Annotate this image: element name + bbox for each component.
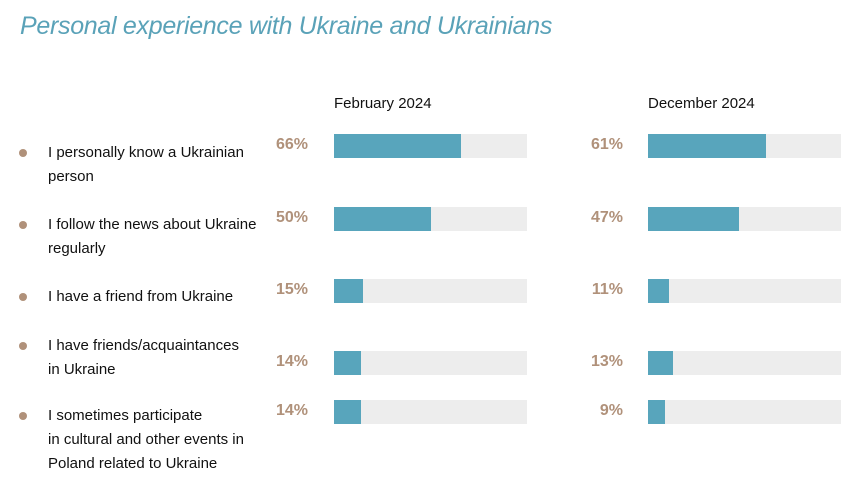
bar <box>648 207 739 231</box>
value-label: 11% <box>591 281 623 298</box>
series-header-december-2024: December 2024 <box>648 95 755 112</box>
value-label: 47% <box>590 209 623 226</box>
category-label: I sometimes participate in cultural and o… <box>48 404 276 476</box>
bar <box>334 279 363 303</box>
value-label: 61% <box>590 136 623 153</box>
bar-track <box>334 279 527 303</box>
bullet-marker <box>19 149 27 157</box>
bullet-marker <box>19 342 27 350</box>
category-label-line: I have friends/acquaintances <box>48 337 239 354</box>
bullet-marker <box>19 221 27 229</box>
value-label: 9% <box>599 402 623 419</box>
category-label: I have a friend from Ukraine <box>48 285 276 309</box>
bar-track <box>648 134 841 158</box>
chart-title: Personal experience with Ukraine and Ukr… <box>20 12 553 40</box>
bar <box>334 400 362 424</box>
bar-track <box>648 351 841 375</box>
category-label: I personally know a Ukrainian person <box>48 141 276 189</box>
category-label: I have friends/acquaintances in Ukraine <box>48 334 276 382</box>
bar-track <box>648 400 841 424</box>
category-label-line: in Ukraine <box>48 361 116 378</box>
series-header-february-2024: February 2024 <box>334 95 432 112</box>
category-label-line: person <box>48 168 94 185</box>
value-label: 15% <box>275 281 308 298</box>
bar-track <box>648 279 841 303</box>
bar <box>334 134 462 158</box>
category-label-line: I have a friend from Ukraine <box>48 288 234 305</box>
value-label: 50% <box>275 209 308 226</box>
category-label-line: Poland related to Ukraine <box>48 455 218 472</box>
category-label-line: regularly <box>48 240 106 257</box>
bar-track <box>648 207 841 231</box>
bar <box>648 279 670 303</box>
category-label-line: I sometimes participate <box>48 407 203 424</box>
bar <box>334 351 362 375</box>
category-label-line: in cultural and other events in <box>48 431 244 448</box>
value-label: 14% <box>275 402 308 419</box>
category-label-line: I personally know a Ukrainian <box>48 144 244 161</box>
bullet-marker <box>19 293 27 301</box>
bar <box>648 400 666 424</box>
bar <box>648 351 674 375</box>
bar-track <box>334 207 527 231</box>
bullet-marker <box>19 412 27 420</box>
category-label: I follow the news about Ukraine regularly <box>48 213 276 261</box>
value-label: 14% <box>275 353 308 370</box>
value-label: 13% <box>590 353 623 370</box>
bar-track <box>334 351 527 375</box>
bar-track <box>334 134 527 158</box>
bar <box>648 134 766 158</box>
value-label: 66% <box>275 136 308 153</box>
bar-track <box>334 400 527 424</box>
category-label-line: I follow the news about Ukraine <box>48 216 257 233</box>
bar <box>334 207 431 231</box>
